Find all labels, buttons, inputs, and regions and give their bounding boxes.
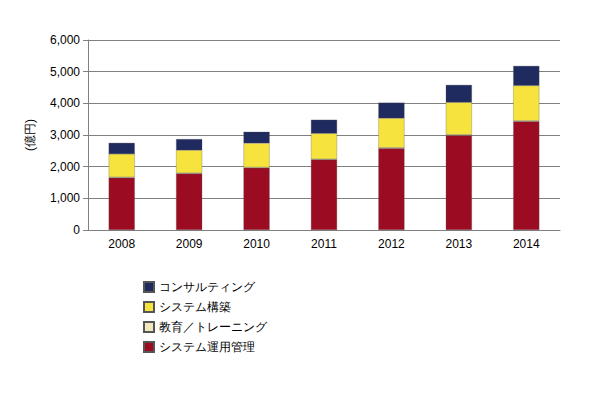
svg-text:2010: 2010 [243,237,270,251]
svg-text:6,000: 6,000 [50,33,80,47]
svg-text:システム運用管理: システム運用管理 [159,340,255,354]
svg-text:2008: 2008 [108,237,135,251]
svg-text:2,000: 2,000 [50,160,80,174]
svg-text:2014: 2014 [513,237,540,251]
svg-text:3,000: 3,000 [50,128,80,142]
svg-text:0: 0 [73,223,80,237]
svg-text:コンサルティング: コンサルティング [159,280,256,294]
svg-text:5,000: 5,000 [50,65,80,79]
svg-text:4,000: 4,000 [50,96,80,110]
svg-text:2013: 2013 [446,237,473,251]
svg-text:(億円): (億円) [23,119,37,151]
svg-text:教育／トレーニング: 教育／トレーニング [159,320,268,334]
svg-text:2012: 2012 [378,237,405,251]
svg-text:2009: 2009 [176,237,203,251]
svg-text:システム構築: システム構築 [159,300,231,314]
svg-text:2011: 2011 [311,237,337,251]
svg-text:1,000: 1,000 [50,191,80,205]
